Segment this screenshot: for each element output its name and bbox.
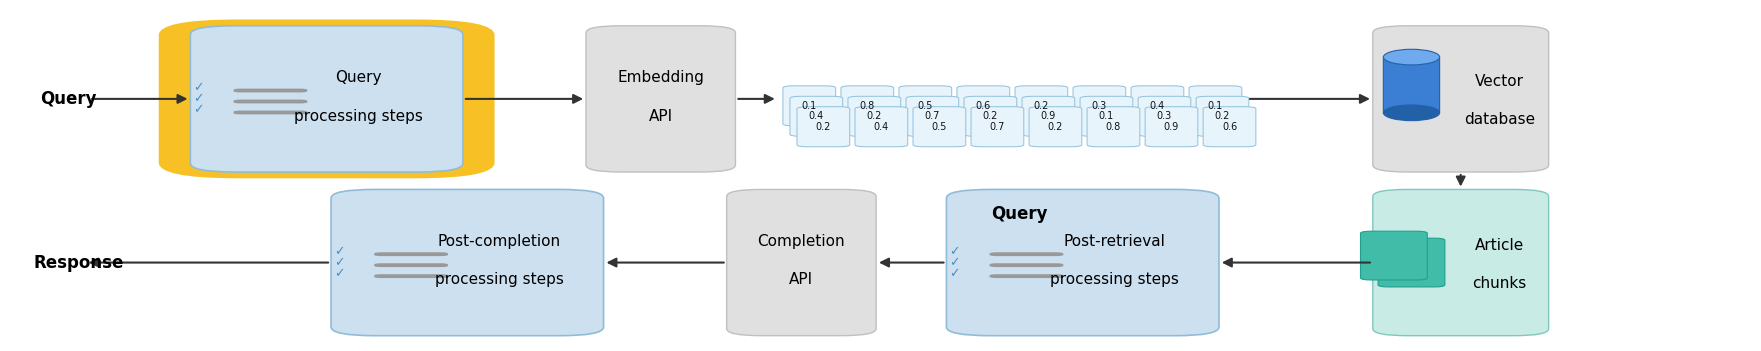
Text: Embedding: Embedding: [618, 71, 704, 86]
FancyBboxPatch shape: [946, 190, 1219, 336]
Text: 0.2: 0.2: [866, 111, 882, 121]
FancyBboxPatch shape: [1079, 96, 1132, 136]
FancyBboxPatch shape: [956, 86, 1009, 126]
FancyBboxPatch shape: [373, 263, 447, 267]
FancyBboxPatch shape: [1131, 86, 1183, 126]
FancyBboxPatch shape: [798, 107, 851, 147]
FancyBboxPatch shape: [963, 96, 1016, 136]
Text: Response: Response: [33, 253, 123, 272]
FancyBboxPatch shape: [1374, 26, 1548, 172]
Text: 0.9: 0.9: [1164, 122, 1180, 132]
FancyBboxPatch shape: [1361, 231, 1428, 280]
FancyBboxPatch shape: [1021, 96, 1074, 136]
Text: Query: Query: [335, 71, 382, 86]
Text: ✓: ✓: [949, 267, 960, 280]
Ellipse shape: [1384, 49, 1439, 65]
Text: 0.5: 0.5: [917, 101, 933, 111]
FancyBboxPatch shape: [1384, 57, 1439, 113]
Text: 0.3: 0.3: [1092, 101, 1108, 111]
Text: Query: Query: [41, 90, 97, 108]
FancyBboxPatch shape: [990, 252, 1064, 256]
Text: ✓: ✓: [335, 245, 343, 258]
FancyBboxPatch shape: [912, 107, 965, 147]
Text: database: database: [1463, 112, 1536, 127]
Text: ✓: ✓: [949, 256, 960, 269]
Text: 0.2: 0.2: [1048, 122, 1064, 132]
FancyBboxPatch shape: [1028, 107, 1081, 147]
FancyBboxPatch shape: [234, 100, 308, 104]
Ellipse shape: [1384, 105, 1439, 121]
FancyBboxPatch shape: [373, 252, 447, 256]
Text: API: API: [648, 109, 673, 124]
Text: 0.7: 0.7: [990, 122, 1006, 132]
FancyBboxPatch shape: [1138, 96, 1190, 136]
FancyBboxPatch shape: [190, 26, 463, 172]
FancyBboxPatch shape: [990, 274, 1064, 278]
FancyBboxPatch shape: [784, 86, 836, 126]
FancyBboxPatch shape: [1196, 96, 1249, 136]
Text: 0.5: 0.5: [932, 122, 947, 132]
Text: 0.1: 0.1: [1099, 111, 1115, 121]
Text: Completion: Completion: [757, 234, 845, 249]
FancyBboxPatch shape: [234, 111, 308, 114]
Text: ✓: ✓: [194, 103, 204, 117]
Text: 0.6: 0.6: [1222, 122, 1238, 132]
FancyBboxPatch shape: [1379, 238, 1444, 287]
Text: Query: Query: [991, 205, 1048, 223]
Text: ✓: ✓: [335, 256, 343, 269]
Text: 0.1: 0.1: [1208, 101, 1224, 111]
FancyBboxPatch shape: [898, 86, 951, 126]
Text: 0.1: 0.1: [801, 101, 817, 111]
FancyBboxPatch shape: [849, 96, 900, 136]
FancyBboxPatch shape: [791, 96, 844, 136]
Text: 0.2: 0.2: [1215, 111, 1231, 121]
FancyBboxPatch shape: [1145, 107, 1197, 147]
FancyBboxPatch shape: [856, 107, 907, 147]
FancyBboxPatch shape: [842, 86, 893, 126]
FancyBboxPatch shape: [727, 190, 877, 336]
Text: ✓: ✓: [194, 81, 204, 94]
Text: 0.3: 0.3: [1157, 111, 1173, 121]
Text: ✓: ✓: [949, 245, 960, 258]
Text: 0.6: 0.6: [976, 101, 991, 111]
Text: 0.8: 0.8: [859, 101, 875, 111]
Text: 0.4: 0.4: [808, 111, 824, 121]
Text: 0.8: 0.8: [1106, 122, 1122, 132]
FancyBboxPatch shape: [586, 26, 736, 172]
Text: 0.2: 0.2: [1034, 101, 1050, 111]
FancyBboxPatch shape: [234, 88, 308, 92]
FancyBboxPatch shape: [905, 96, 958, 136]
Text: ✓: ✓: [335, 267, 343, 280]
FancyBboxPatch shape: [990, 263, 1064, 267]
Text: processing steps: processing steps: [294, 109, 423, 124]
Text: Post-retrieval: Post-retrieval: [1064, 234, 1166, 249]
FancyBboxPatch shape: [1189, 86, 1242, 126]
Text: Post-completion: Post-completion: [437, 234, 560, 249]
Text: processing steps: processing steps: [435, 272, 564, 287]
Text: ✓: ✓: [194, 92, 204, 105]
Text: 0.4: 0.4: [873, 122, 889, 132]
FancyBboxPatch shape: [158, 20, 495, 178]
FancyBboxPatch shape: [373, 274, 447, 278]
Text: 0.4: 0.4: [1150, 101, 1166, 111]
Text: Vector: Vector: [1476, 74, 1523, 89]
FancyBboxPatch shape: [1203, 107, 1256, 147]
Text: processing steps: processing steps: [1050, 272, 1178, 287]
Text: 0.2: 0.2: [815, 122, 831, 132]
Text: API: API: [789, 272, 814, 287]
FancyBboxPatch shape: [970, 107, 1023, 147]
FancyBboxPatch shape: [1014, 86, 1067, 126]
FancyBboxPatch shape: [331, 190, 604, 336]
FancyBboxPatch shape: [1087, 107, 1139, 147]
Text: 0.2: 0.2: [983, 111, 998, 121]
Text: 0.9: 0.9: [1041, 111, 1057, 121]
Text: 0.7: 0.7: [925, 111, 940, 121]
Text: Article: Article: [1474, 238, 1523, 253]
FancyBboxPatch shape: [1072, 86, 1125, 126]
Text: chunks: chunks: [1472, 276, 1527, 291]
FancyBboxPatch shape: [1374, 190, 1548, 336]
